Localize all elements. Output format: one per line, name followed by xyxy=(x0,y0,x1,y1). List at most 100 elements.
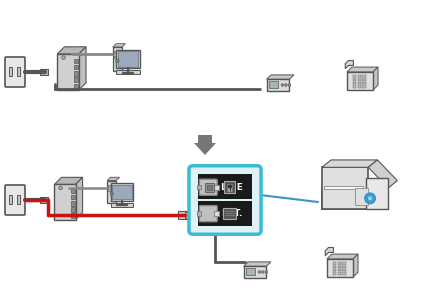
Bar xyxy=(113,51,121,54)
Bar xyxy=(363,82,366,84)
Text: LINE: LINE xyxy=(221,183,244,192)
Circle shape xyxy=(281,84,284,86)
Polygon shape xyxy=(266,75,294,79)
Bar xyxy=(269,81,278,88)
Bar xyxy=(112,184,132,200)
Bar xyxy=(110,183,133,201)
Bar xyxy=(337,262,341,265)
Bar xyxy=(357,79,361,81)
Bar xyxy=(207,184,212,190)
Bar xyxy=(366,178,388,209)
Bar xyxy=(74,71,78,76)
Bar xyxy=(246,268,255,275)
Bar xyxy=(322,188,388,209)
Polygon shape xyxy=(368,160,397,188)
Circle shape xyxy=(367,196,373,201)
Bar xyxy=(322,167,368,209)
Bar xyxy=(116,50,140,68)
Bar xyxy=(337,272,341,274)
Polygon shape xyxy=(76,177,82,220)
Text: EXT.: EXT. xyxy=(221,209,243,218)
Polygon shape xyxy=(353,254,358,277)
Bar xyxy=(40,69,48,75)
Bar xyxy=(333,262,336,265)
Circle shape xyxy=(258,271,261,273)
Bar xyxy=(110,203,133,207)
Bar xyxy=(74,65,78,69)
Circle shape xyxy=(288,84,291,86)
Polygon shape xyxy=(54,177,82,184)
Circle shape xyxy=(265,271,268,273)
Bar xyxy=(227,184,232,191)
Bar xyxy=(244,266,266,278)
Bar xyxy=(113,47,122,71)
Bar xyxy=(333,272,336,274)
Bar xyxy=(215,211,219,216)
Polygon shape xyxy=(79,47,86,90)
Bar xyxy=(17,195,20,204)
Circle shape xyxy=(110,192,113,195)
FancyBboxPatch shape xyxy=(189,166,261,234)
Bar xyxy=(197,212,201,216)
Bar xyxy=(333,269,336,271)
Circle shape xyxy=(366,194,375,203)
FancyBboxPatch shape xyxy=(199,206,217,222)
Bar xyxy=(355,188,368,205)
Bar xyxy=(266,79,289,91)
Bar xyxy=(118,51,138,67)
Bar xyxy=(343,272,346,274)
Bar xyxy=(198,175,252,199)
Polygon shape xyxy=(345,61,354,69)
Bar xyxy=(343,262,346,265)
FancyBboxPatch shape xyxy=(5,185,25,215)
Bar xyxy=(327,259,353,277)
Bar xyxy=(343,266,346,268)
Bar xyxy=(205,183,213,192)
Bar xyxy=(54,184,76,220)
Bar xyxy=(108,189,116,191)
Bar xyxy=(108,184,116,187)
Bar xyxy=(74,58,78,63)
Polygon shape xyxy=(113,44,125,47)
Circle shape xyxy=(285,84,287,86)
Bar xyxy=(347,72,373,90)
Polygon shape xyxy=(107,177,119,181)
Bar xyxy=(116,70,140,74)
Bar xyxy=(357,85,361,88)
Bar xyxy=(71,207,75,212)
Bar xyxy=(197,185,201,189)
Polygon shape xyxy=(325,248,334,256)
Bar xyxy=(57,54,79,90)
Bar xyxy=(353,75,356,78)
Bar xyxy=(224,181,235,194)
Bar xyxy=(353,79,356,81)
Bar xyxy=(71,213,75,218)
Circle shape xyxy=(62,56,65,59)
Bar xyxy=(185,212,191,218)
Bar xyxy=(353,85,356,88)
Circle shape xyxy=(59,186,62,190)
Bar xyxy=(363,79,366,81)
Bar xyxy=(71,195,75,200)
Polygon shape xyxy=(322,160,377,167)
Polygon shape xyxy=(244,262,271,266)
Bar xyxy=(71,201,75,206)
Bar xyxy=(71,189,75,193)
FancyArrow shape xyxy=(194,135,216,155)
Bar xyxy=(215,184,219,190)
Bar xyxy=(337,269,341,271)
Bar xyxy=(343,269,346,271)
Circle shape xyxy=(262,271,264,273)
Bar xyxy=(223,208,235,219)
Bar xyxy=(113,56,121,58)
Polygon shape xyxy=(57,47,86,54)
Bar xyxy=(9,195,12,204)
Bar xyxy=(74,84,78,88)
Bar xyxy=(324,186,363,189)
Bar xyxy=(17,67,20,76)
Bar xyxy=(40,197,48,203)
Polygon shape xyxy=(373,67,378,90)
Polygon shape xyxy=(327,254,358,259)
Bar xyxy=(74,77,78,82)
Bar xyxy=(9,67,12,76)
